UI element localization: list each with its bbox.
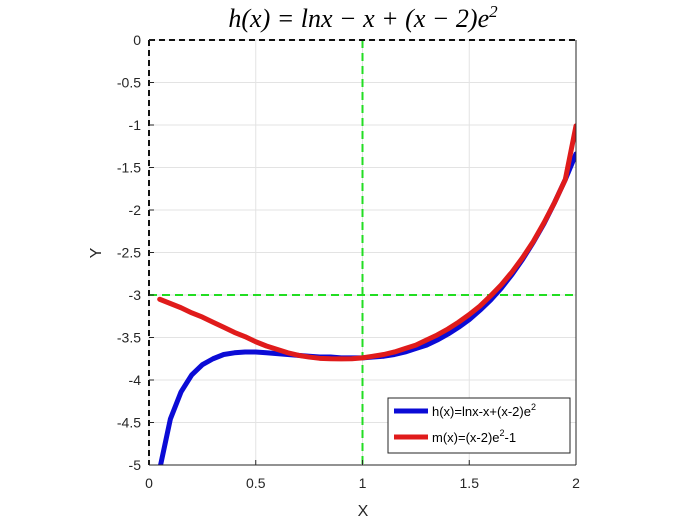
y-tick-label: -3 bbox=[129, 287, 142, 303]
y-tick-labels: 0 -0.5 -1 -1.5 -2 -2.5 -3 -3.5 -4 -4.5 -5 bbox=[117, 32, 141, 473]
legend-box bbox=[387, 397, 571, 454]
y-tick-label: -2 bbox=[129, 202, 142, 218]
x-tick-label: 1 bbox=[359, 475, 367, 491]
y-axis-label: Y bbox=[88, 247, 105, 258]
x-axis-label: X bbox=[358, 503, 369, 520]
y-tick-label: 0 bbox=[133, 32, 141, 48]
series-layer bbox=[157, 123, 576, 465]
legend-label-h: h(x)=lnx-x+(x-2)e2 bbox=[432, 402, 536, 419]
y-tick-label: -0.5 bbox=[117, 75, 141, 91]
y-tick-label: -2.5 bbox=[117, 245, 141, 261]
axes bbox=[148, 39, 577, 466]
legend-label-m: m(x)=(x-2)e2-1 bbox=[432, 428, 516, 445]
y-tick-label: -5 bbox=[129, 457, 142, 473]
series-line-m bbox=[157, 123, 576, 362]
x-tick-labels: 0 0.5 1 1.5 2 bbox=[145, 475, 580, 491]
x-tick-label: 0 bbox=[145, 475, 153, 491]
y-tick-label: -4.5 bbox=[117, 415, 141, 431]
x-tick-label: 1.5 bbox=[460, 475, 480, 491]
reference-lines bbox=[149, 40, 576, 465]
legend: h(x)=lnx-x+(x-2)e2 m(x)=(x-2)e2-1 bbox=[387, 397, 571, 454]
y-tick-label: -3.5 bbox=[117, 330, 141, 346]
y-tick-label: -4 bbox=[129, 372, 142, 388]
x-tick-label: 2 bbox=[572, 475, 580, 491]
chart-title: h(x) = lnx − x + (x − 2)e2 bbox=[228, 2, 498, 33]
x-tick-label: 0.5 bbox=[246, 475, 266, 491]
y-tick-label: -1 bbox=[129, 117, 142, 133]
y-tick-label: -1.5 bbox=[117, 160, 141, 176]
